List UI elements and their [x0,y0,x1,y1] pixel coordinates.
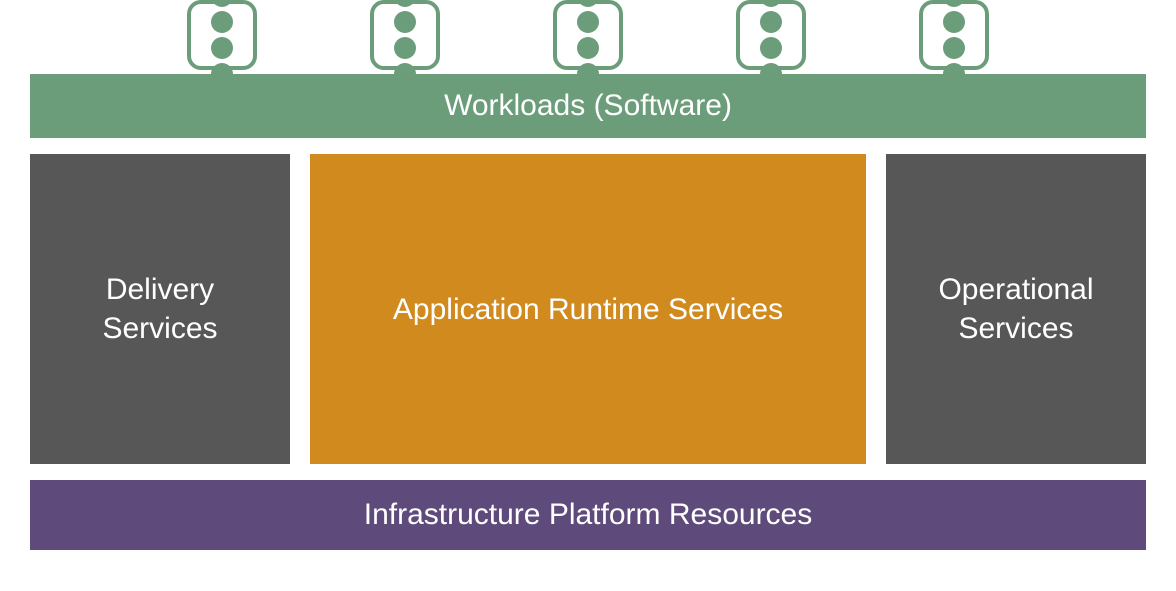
workload-icon [919,0,989,70]
workloads-layer: Workloads (Software) [30,0,1146,138]
dot-icon [943,11,965,33]
dot-icon [943,0,965,7]
workloads-label: Workloads (Software) [444,89,732,123]
workload-icon [736,0,806,70]
workload-icon [187,0,257,70]
infrastructure-bar: Infrastructure Platform Resources [30,480,1146,550]
dot-icon [760,11,782,33]
dot-icon [211,11,233,33]
services-layer: Delivery Services Application Runtime Se… [30,154,1146,464]
workload-icon [370,0,440,70]
platform-layers-diagram: Workloads (Software) Delivery Services A… [30,0,1146,550]
dot-icon [394,63,416,85]
dot-icon [394,0,416,7]
dot-icon [211,63,233,85]
dot-icon [211,0,233,7]
dot-icon [760,63,782,85]
workload-icon [553,0,623,70]
dot-icon [211,37,233,59]
delivery-services-label: Delivery Services [50,270,270,348]
dot-icon [760,0,782,7]
application-runtime-label: Application Runtime Services [393,290,783,329]
dot-icon [577,37,599,59]
dot-icon [577,11,599,33]
dot-icon [943,37,965,59]
dot-icon [394,37,416,59]
workload-icon-strip [30,0,1146,80]
application-runtime-box: Application Runtime Services [310,154,866,464]
dot-icon [577,63,599,85]
dot-icon [577,0,599,7]
operational-services-box: Operational Services [886,154,1146,464]
dot-icon [394,11,416,33]
dot-icon [760,37,782,59]
infrastructure-label: Infrastructure Platform Resources [364,498,813,532]
delivery-services-box: Delivery Services [30,154,290,464]
operational-services-label: Operational Services [906,270,1126,348]
